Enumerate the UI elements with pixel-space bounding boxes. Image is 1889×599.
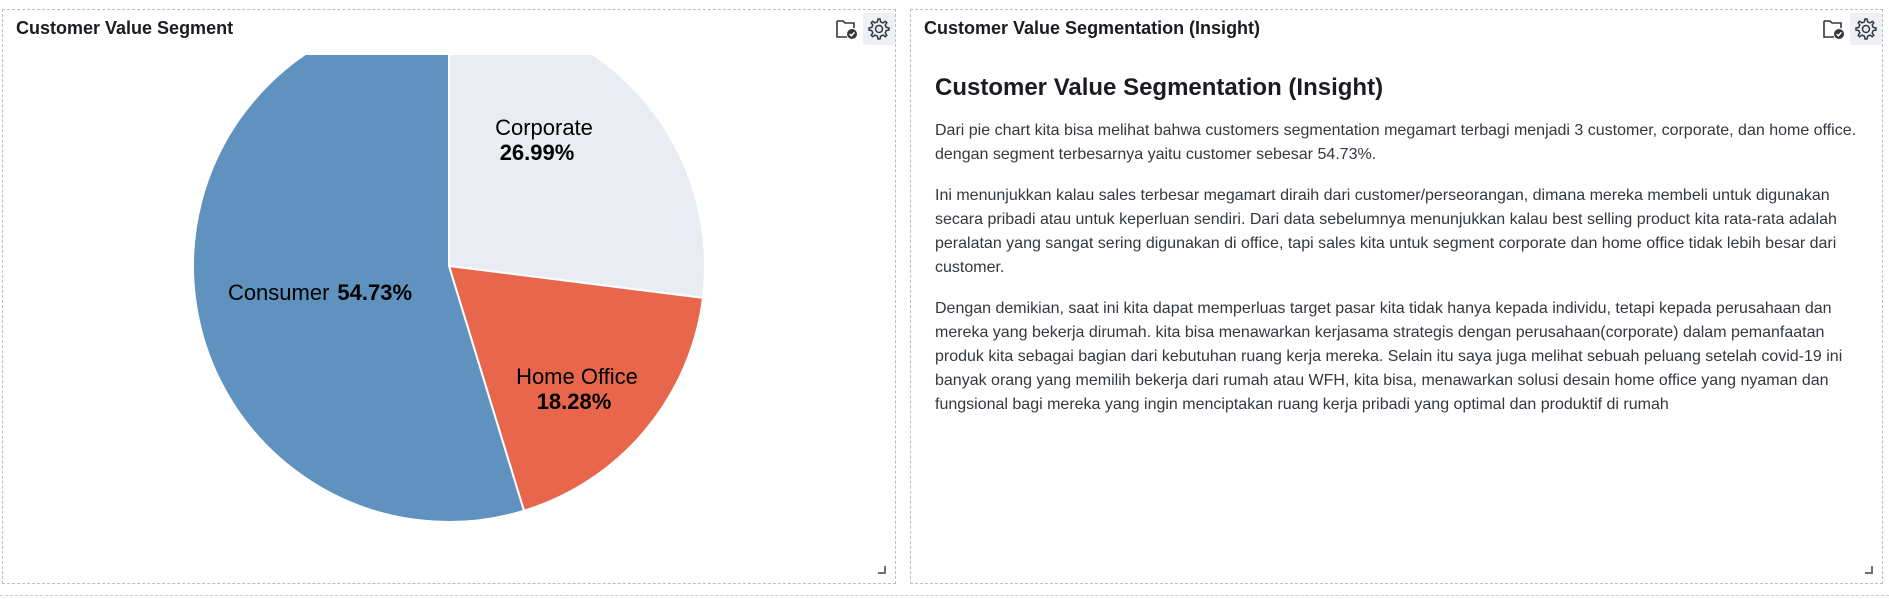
folder-check-icon[interactable] [1818, 13, 1850, 45]
panel-title: Customer Value Segment [16, 18, 234, 38]
insight-paragraph-1: Dari pie chart kita bisa melihat bahwa c… [935, 122, 1857, 163]
gear-icon[interactable] [863, 13, 895, 45]
consumer-value-label: 54.73% [337, 280, 412, 305]
corporate-label: Corporate [495, 115, 593, 140]
resize-handle[interactable] [1865, 566, 1873, 574]
consumer-name: Consumer [228, 280, 329, 305]
folder-check-icon[interactable] [831, 13, 863, 45]
resize-handle[interactable] [878, 566, 886, 574]
insight-heading: Customer Value Segmentation (Insight) [935, 74, 1384, 101]
customer-segment-pie-chart: Corporate 26.99% Home Office 18.28% Cons… [192, 55, 706, 523]
pie-slice-home-office[interactable] [447, 264, 705, 513]
customer-value-segment-panel: Customer Value Segment Corporate 26.99% … [2, 9, 896, 584]
insight-panel: Customer Value Segmentation (Insight) Cu… [910, 9, 1883, 584]
gear-icon[interactable] [1850, 13, 1882, 45]
consumer-label: Consumer 54.73% [228, 280, 412, 305]
corporate-value-label: 26.99% [500, 140, 575, 165]
home-office-label: Home Office [516, 364, 638, 389]
insight-paragraph-2: Ini menunjukkan kalau sales terbesar meg… [935, 187, 1837, 276]
panel-divider [0, 595, 1889, 596]
insight-content: Customer Value Segmentation (Insight) Da… [935, 74, 1860, 434]
insight-paragraph-3: Dengan demikian, saat ini kita dapat mem… [935, 300, 1843, 413]
pie-slice-consumer[interactable] [192, 55, 526, 523]
pie-slice-corporate[interactable] [448, 55, 706, 300]
panel-title: Customer Value Segmentation (Insight) [924, 18, 1261, 38]
home-office-value-label: 18.28% [537, 389, 612, 414]
